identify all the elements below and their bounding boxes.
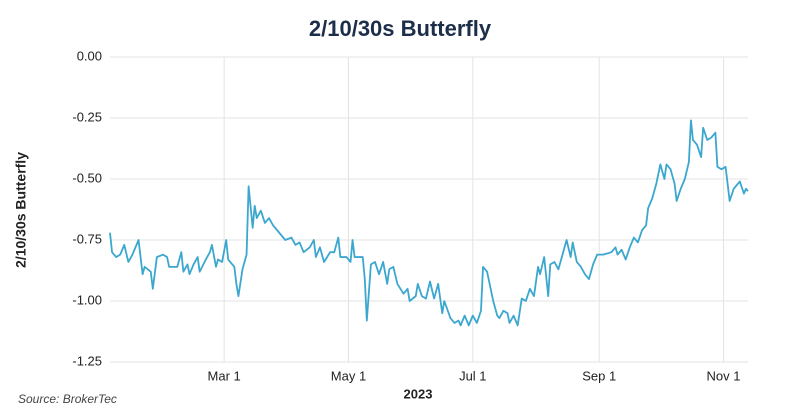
chart-title: 2/10/30s Butterfly [309,16,492,41]
y-tick-label: -1.00 [72,292,102,307]
y-tick-label: -0.50 [72,170,102,185]
x-tick-label: Mar 1 [208,368,241,383]
data-line [109,119,749,327]
x-tick-label: Jul 1 [459,368,486,383]
y-tick-label: -0.75 [72,231,102,246]
y-axis-label: 2/10/30s Butterfly [13,152,29,268]
x-axis-label: 2023 [404,386,433,401]
x-tick-label: Nov 1 [707,368,741,383]
y-tick-label: 0.00 [77,48,102,63]
x-tick-label: May 1 [331,368,366,383]
x-tick-label: Sep 1 [582,368,616,383]
y-tick-label: -1.25 [72,353,102,368]
source-note: Source: BrokerTec [18,392,117,406]
y-tick-label: -0.25 [72,109,102,124]
